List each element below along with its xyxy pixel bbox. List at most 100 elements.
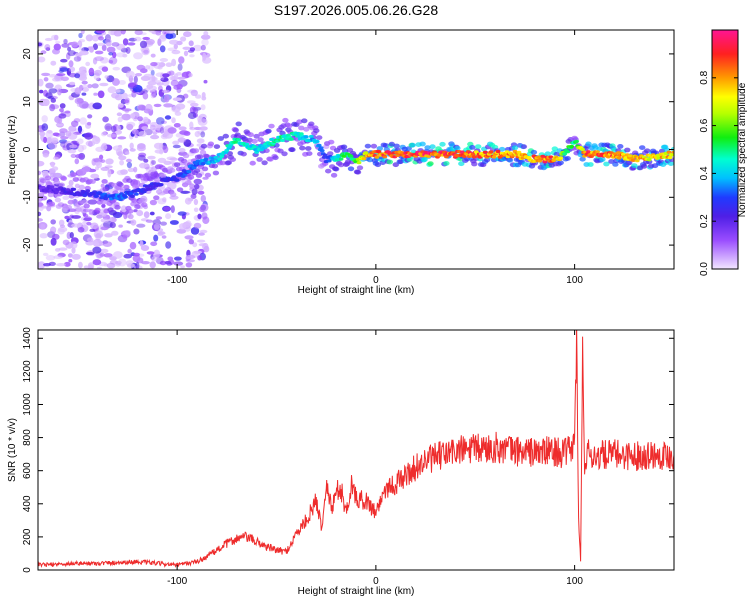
spectrogram-ridge-cell [579, 156, 586, 162]
spectrogram-noise-cell [148, 30, 156, 33]
spectrogram-noise-cell [42, 252, 49, 257]
spectrogram-noise-cell [161, 89, 170, 94]
spectrogram-noise-cell [167, 47, 177, 52]
spectrogram-noise-cell [52, 132, 60, 137]
spectrogram-noise-cell [153, 234, 159, 242]
spectrogram-noise-cell [136, 210, 144, 217]
spectrogram-ridge-cell [332, 166, 340, 172]
spectrogram-ridge-cell [61, 187, 67, 191]
spectrogram-noise-cell [189, 121, 194, 129]
spectrogram-noise-cell [177, 137, 187, 143]
spectrogram-noise-cell [83, 217, 92, 221]
spectrogram-ridge-cell [191, 166, 197, 170]
spectrogram-noise-cell [45, 82, 54, 89]
spectrogram-noise-cell [154, 149, 165, 154]
spectrogram-noise-cell [55, 40, 61, 44]
spectrogram-noise-cell [92, 43, 98, 50]
spectrogram-ridge-cell [639, 145, 646, 151]
spectrogram-noise-cell [171, 106, 181, 113]
spectrogram-ridge-cell [298, 125, 305, 131]
spectrogram-noise-cell [49, 103, 56, 112]
spectrogram-ridge-cell [646, 158, 652, 162]
spectrogram-noise-cell [163, 206, 171, 211]
spectrogram-ridge-cell [141, 202, 148, 208]
spectrogram-ridge-cell [256, 157, 263, 162]
spectrogram-noise-cell [38, 261, 46, 269]
spectrogram-noise-cell [177, 63, 183, 71]
spectrogram-ridge-cell [603, 161, 610, 167]
spectrogram-noise-cell [143, 49, 149, 54]
spectrogram-noise-cell [199, 126, 208, 131]
spectrogram-noise-cell [82, 220, 88, 225]
spectrogram-noise-cell [83, 213, 89, 218]
spectrogram-noise-cell [82, 84, 88, 89]
spectrogram-noise-cell [101, 66, 109, 72]
spectrogram-noise-cell [124, 99, 130, 104]
spectrogram-ridge-cell [606, 155, 611, 159]
spectrogram-noise-cell [169, 76, 176, 81]
spectrogram-y-tick-label: 10 [22, 96, 33, 108]
spectrogram-noise-cell [158, 142, 164, 151]
snr-y-tick-label: 1200 [22, 360, 33, 383]
spectrogram-noise-cell [188, 40, 194, 47]
spectrogram-noise-cell [129, 142, 134, 150]
spectrogram-noise-cell [183, 50, 189, 57]
spectrogram-noise-cell [91, 83, 99, 89]
spectrogram-noise-cell [64, 215, 70, 220]
spectrogram-y-tick-label: -20 [22, 237, 33, 252]
spectrogram-ridge-cell [316, 143, 322, 147]
spectrogram-noise-cell [71, 215, 81, 219]
snr-y-tick-label: 0 [22, 567, 33, 573]
spectrogram-ridge-cell [437, 153, 442, 157]
spectrogram-noise-cell [96, 161, 102, 169]
spectrogram-ridge-cell [461, 154, 467, 158]
spectrogram-noise-cell [70, 41, 79, 48]
spectrogram-ridge-cell [374, 162, 382, 168]
spectrogram-noise-cell [76, 138, 84, 145]
spectrogram-ridge-cell [212, 170, 220, 176]
spectrogram-noise-cell [88, 46, 95, 53]
spectrogram-ridge-cell [265, 128, 272, 134]
spectrogram-noise-cell [173, 43, 178, 50]
spectrogram-noise-cell [95, 30, 106, 34]
spectrogram-ridge-cell [439, 141, 446, 147]
spectrogram-noise-cell [103, 253, 113, 258]
spectrogram-ridge-cell [488, 150, 494, 154]
spectrogram-ridge-cell [127, 208, 134, 214]
spectrogram-noise-cell [203, 245, 210, 253]
spectrogram-ridge-cell [616, 156, 622, 160]
snr-panel: -100 0 100 0 200 400 600 800 1000 1200 1400 Heigh… [7, 327, 675, 597]
spectrogram-ridge-cell [174, 178, 180, 182]
spectrogram-noise-cell [127, 42, 136, 46]
spectrogram-ridge-cell [219, 160, 226, 166]
spectrogram-ridge-cell [667, 156, 673, 160]
spectrogram-noise-cell [102, 116, 109, 123]
spectrogram-noise-cell [183, 131, 191, 136]
spectrogram-ridge-cell [505, 155, 511, 159]
spectrogram-noise-cell [60, 76, 69, 82]
spectrogram-noise-cell [156, 117, 165, 125]
spectrogram-noise-cell [141, 126, 149, 131]
spectrogram-noise-cell [59, 224, 66, 228]
spectrogram-noise-cell [71, 253, 81, 260]
spectrogram-noise-cell [98, 36, 104, 41]
spectrogram-noise-cell [112, 66, 121, 71]
spectrogram-ridge-cell [475, 144, 482, 150]
heatmap-layer [38, 30, 674, 269]
spectrogram-ridge-cell [263, 148, 270, 154]
spectrogram-ridge-cell [150, 171, 157, 177]
spectrogram-noise-cell [88, 67, 95, 76]
spectrogram-noise-cell [69, 144, 78, 149]
spectrogram-noise-cell [200, 204, 206, 211]
spectrogram-ridge-cell [666, 150, 672, 154]
snr-y-tick-label: 600 [22, 462, 33, 479]
spectrogram-noise-cell [152, 93, 157, 98]
spectrogram-noise-cell [145, 38, 155, 45]
spectrogram-noise-cell [59, 128, 68, 134]
spectrogram-ridge-cell [94, 207, 101, 213]
spectrogram-noise-cell [50, 237, 57, 246]
spectrogram-noise-cell [159, 45, 166, 53]
spectrogram-ridge-cell [356, 161, 362, 165]
spectrogram-noise-cell [201, 92, 206, 98]
spectrogram-ridge-cell [277, 148, 284, 154]
